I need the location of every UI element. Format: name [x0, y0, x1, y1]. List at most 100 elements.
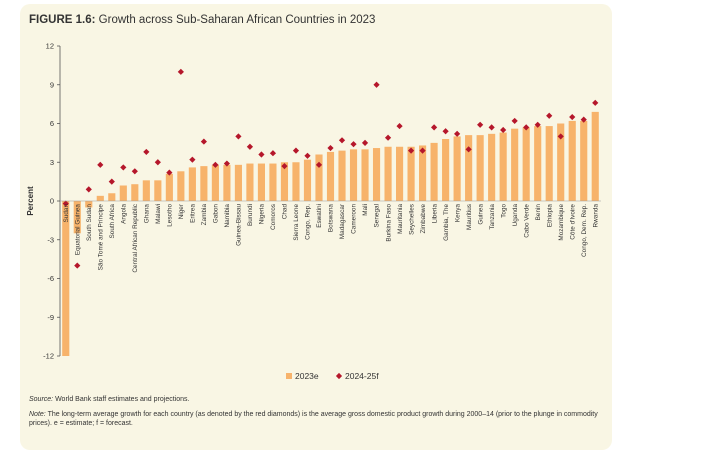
y-tick-label: 3	[50, 158, 54, 167]
diamond-2024-25f	[477, 121, 484, 128]
bar-2023e	[165, 173, 173, 201]
bars-layer	[62, 111, 599, 356]
diamond-2024-25f	[315, 161, 323, 168]
category-label: Gambia, The	[443, 204, 450, 241]
diamond-2024-25f	[281, 163, 288, 170]
bar-2023e	[131, 184, 139, 201]
diamond-2024-25f	[85, 186, 92, 193]
bar-2023e	[361, 149, 369, 201]
diamond-2024-25f	[592, 99, 599, 106]
diamond-2024-25f	[361, 139, 369, 146]
diamond-2024-25f	[212, 161, 219, 168]
diamond-2024-25f	[108, 178, 115, 185]
bar-2023e	[511, 128, 519, 201]
note-label: Note:	[29, 411, 46, 418]
bar-2023e	[488, 133, 496, 201]
category-label: Sierra Leone	[293, 204, 300, 241]
bar-2023e	[73, 201, 81, 234]
source-text: World Bank staff estimates and projectio…	[55, 396, 190, 403]
diamond-2024-25f	[534, 121, 541, 128]
bar-2023e	[442, 139, 450, 201]
bar-2023e	[395, 146, 404, 201]
category-label: Benin	[535, 204, 542, 221]
diamond-2024-25f	[131, 168, 138, 175]
legend-label-2024-25f: 2024-25f	[345, 371, 379, 381]
diamond-2024-25f	[373, 81, 380, 88]
y-tick-label: 0	[50, 197, 54, 206]
diamond-2024-25f	[246, 143, 254, 150]
diamond-2024-25f	[235, 133, 242, 140]
bar-2023e	[303, 159, 312, 201]
category-label: Senegal	[374, 204, 381, 227]
y-tick-label: -3	[47, 235, 54, 244]
bar-2023e	[499, 132, 507, 201]
diamond-2024-25f	[511, 117, 518, 125]
diamond-2024-25f	[430, 124, 438, 131]
bar-2023e	[591, 111, 599, 201]
diamond-2024-25f	[223, 160, 231, 167]
diamond-2024-25f	[143, 148, 150, 156]
category-label: Cameroon	[351, 204, 358, 234]
diamond-2024-25f	[350, 141, 357, 148]
category-label: Angola	[121, 204, 128, 224]
diamond-2024-25f	[500, 126, 507, 134]
diamond-2024-25f	[384, 134, 392, 141]
category-label: Cabo Verde	[523, 204, 530, 238]
y-tick-label: 12	[46, 42, 54, 51]
bar-2023e	[557, 123, 565, 201]
bar-2023e	[534, 126, 542, 201]
bar-2023e	[419, 145, 427, 201]
category-label: Tanzania	[489, 204, 496, 230]
legend-swatch-bar	[286, 373, 292, 379]
category-label: Gabon	[213, 204, 220, 224]
bar-2023e	[96, 195, 104, 201]
category-label: Nigeria	[259, 204, 266, 225]
category-label: Togo	[500, 204, 507, 218]
category-label: Guinea-Bissau	[236, 204, 243, 246]
category-label: Chad	[282, 204, 289, 220]
category-label: Kenya	[454, 204, 461, 223]
category-labels-layer: Sudan Equatorial Guinea South Sudan São Tom…	[63, 203, 599, 272]
diamond-2024-25f	[580, 116, 587, 123]
diamond-2024-25f	[200, 138, 207, 145]
bar-2023e	[568, 120, 576, 201]
category-label: Madagascar	[339, 203, 346, 239]
category-label: Niger	[178, 203, 185, 219]
axis-layer: 12 9 6 3 0 -3 -6 -9 -12 Percent	[26, 42, 601, 361]
diamond-2024-25f	[465, 146, 472, 153]
diamond-2024-25f	[569, 113, 576, 121]
category-label: Eritrea	[190, 204, 197, 223]
diamond-2024-25f	[327, 144, 334, 152]
bar-2023e	[292, 162, 300, 201]
category-label: Uganda	[512, 204, 519, 227]
category-label: South Sudan	[86, 204, 93, 241]
category-label: Lesotho	[167, 204, 174, 227]
bar-2023e	[384, 146, 392, 201]
bar-2023e	[257, 163, 266, 201]
diamond-2024-25f	[557, 133, 564, 140]
bar-2023e	[154, 180, 162, 201]
diamond-2024-25f	[154, 159, 161, 166]
source-label: Source:	[29, 396, 54, 403]
bar-2023e	[453, 136, 461, 201]
figure-label: FIGURE 1.6:	[29, 14, 96, 26]
bar-2023e	[246, 163, 254, 201]
diamond-2024-25f	[407, 147, 415, 154]
category-label: Sudan	[63, 204, 70, 223]
diamond-2024-25f	[304, 152, 311, 159]
figure-title-text: Growth across Sub-Saharan African Countr…	[98, 14, 376, 26]
category-label: Malawi	[155, 204, 162, 224]
diamond-2024-25f	[258, 151, 265, 158]
diamond-2024-25f	[177, 68, 184, 75]
bar-2023e	[200, 166, 208, 201]
diamond-2024-25f	[419, 147, 426, 154]
figure-panel: FIGURE 1.6: Growth across Sub-Saharan Af…	[20, 4, 612, 450]
category-label: Ghana	[144, 204, 151, 224]
category-label: Liberia	[431, 204, 438, 224]
category-label: Zimbabwe	[420, 204, 427, 234]
bar-2023e	[142, 180, 150, 201]
diamond-2024-25f	[454, 130, 461, 137]
bar-2023e	[85, 201, 93, 208]
y-tick-label: 6	[50, 119, 54, 128]
source-note: Source: World Bank staff estimates and p…	[29, 396, 189, 403]
